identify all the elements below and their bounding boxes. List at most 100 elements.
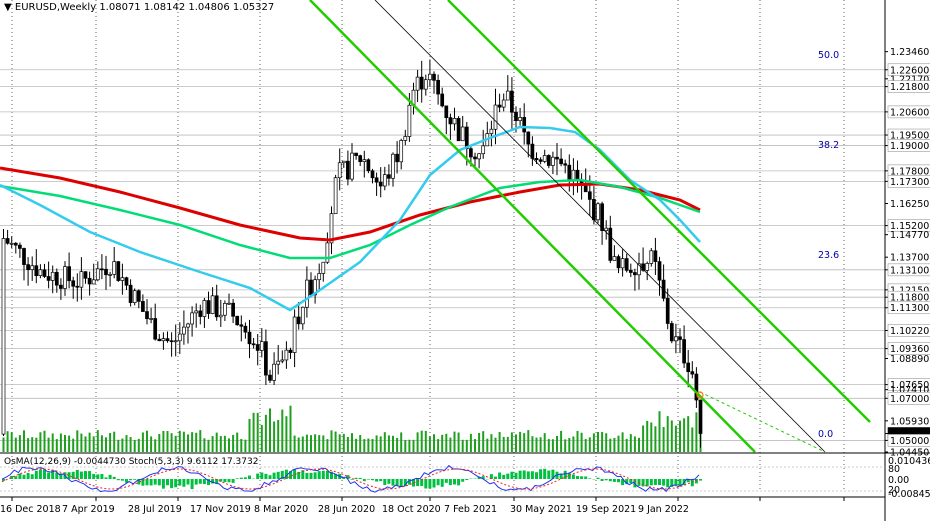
osc-axis-label: 0.00 xyxy=(888,475,909,486)
osma-bar xyxy=(260,472,264,479)
volume-bar xyxy=(182,431,185,452)
osma-bar xyxy=(18,473,22,479)
osma-bar xyxy=(387,479,391,484)
volume-bar xyxy=(572,436,575,452)
candle-bull xyxy=(120,277,125,281)
osma-bar xyxy=(88,471,92,479)
volume-bar xyxy=(211,436,214,452)
osma-bar xyxy=(223,479,227,483)
osma-bar xyxy=(641,479,645,487)
candle-bear xyxy=(268,374,272,381)
osma-bar xyxy=(502,474,506,479)
osma-bar xyxy=(424,479,428,489)
osma-bar xyxy=(621,479,625,486)
osma-bar xyxy=(182,479,186,487)
volume-bar xyxy=(174,435,177,452)
volume-bar xyxy=(375,435,378,452)
volume-bar xyxy=(584,439,587,452)
osma-bar xyxy=(629,479,633,484)
volume-bar xyxy=(109,433,112,452)
time-label: 18 Oct 2020 xyxy=(382,504,441,515)
volume-bar xyxy=(416,432,419,452)
candle-bull xyxy=(186,323,190,328)
osma-bar xyxy=(313,472,317,479)
volume-bar xyxy=(355,438,358,452)
osma-bar xyxy=(506,473,510,479)
price-label: 1.20600 xyxy=(890,107,929,118)
candle-bear xyxy=(42,269,47,277)
volume-bar xyxy=(551,439,554,452)
osma-bar xyxy=(600,479,604,482)
osma-bar xyxy=(276,471,280,479)
candle-bull xyxy=(350,152,354,180)
candle-bear xyxy=(264,341,268,376)
candle-bull xyxy=(571,169,576,181)
candle-bear xyxy=(46,276,51,281)
candle-bear xyxy=(600,203,604,231)
candle-bear xyxy=(358,155,363,163)
volume-bar xyxy=(318,435,321,452)
volume-bar xyxy=(506,436,509,452)
candle-bull xyxy=(489,128,494,134)
volume-bar xyxy=(146,430,148,452)
candle-bull xyxy=(321,261,326,274)
fib-level-label: 50.0 xyxy=(818,50,839,61)
volume-bar xyxy=(535,437,538,452)
osma-bar xyxy=(239,477,243,479)
volume-bar xyxy=(605,433,608,452)
candle-bear xyxy=(255,344,260,351)
volume-bar xyxy=(424,430,427,452)
candle-bull xyxy=(505,90,510,101)
candle-bull xyxy=(391,153,395,179)
volume-bar xyxy=(47,437,50,452)
candle-bear xyxy=(214,295,219,318)
osma-bar xyxy=(584,476,588,479)
osma-bar xyxy=(699,479,702,481)
osma-bar xyxy=(604,479,608,481)
osma-bar xyxy=(342,477,346,479)
volume-bar xyxy=(695,412,698,452)
channel-midline xyxy=(374,0,826,453)
osma-bar xyxy=(79,471,83,479)
price-label: 1.16250 xyxy=(890,199,929,210)
volume-bar xyxy=(203,438,206,452)
candle-bull xyxy=(149,318,153,320)
osma-bar xyxy=(321,470,325,479)
volume-bar xyxy=(72,438,75,452)
candle-bear xyxy=(657,261,662,281)
volume-bar xyxy=(396,437,399,452)
osc-axis-label: 0.01043637 xyxy=(888,456,930,467)
volume-bar xyxy=(392,435,394,452)
candle-bear xyxy=(608,227,613,261)
volume-bar xyxy=(687,416,690,452)
osma-bar xyxy=(317,471,321,479)
volume-bar xyxy=(654,426,657,452)
osma-bar xyxy=(444,479,448,483)
volume-bar xyxy=(474,439,476,452)
osma-bar xyxy=(362,479,366,482)
osma-bar xyxy=(477,477,481,479)
candle-bull xyxy=(501,99,506,108)
volume-bar xyxy=(683,418,686,452)
candle-bear xyxy=(75,285,80,288)
volume-bar xyxy=(539,437,542,452)
candle-bear xyxy=(555,156,559,160)
volume-bar xyxy=(461,439,464,452)
candle-bear xyxy=(18,244,22,249)
candle-bull xyxy=(415,76,420,91)
osma-bar xyxy=(190,479,194,490)
time-label: 16 Dec 2018 xyxy=(0,504,61,515)
candle-bear xyxy=(71,280,76,287)
osma-bar xyxy=(457,479,461,486)
candle-bull xyxy=(341,160,346,164)
osma-bar xyxy=(133,479,137,480)
volume-bar xyxy=(322,435,325,452)
candle-bear xyxy=(370,170,375,179)
osma-bar xyxy=(428,479,432,489)
volume-bar xyxy=(113,431,116,452)
osma-bar xyxy=(170,479,174,489)
time-label: 30 May 2021 xyxy=(510,504,572,515)
candle-bull xyxy=(477,153,481,160)
